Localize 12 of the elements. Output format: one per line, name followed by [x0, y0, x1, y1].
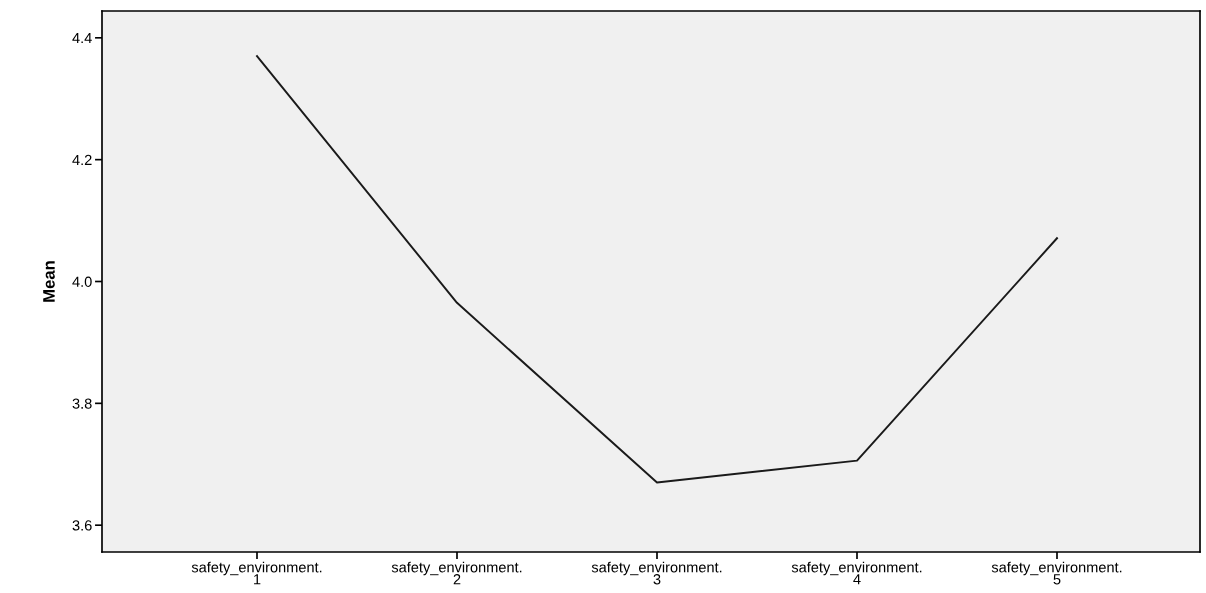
- x-tick-label: safety_environment. 3: [591, 561, 722, 585]
- x-tick-label: safety_environment. 4: [791, 561, 922, 585]
- x-tick-label: safety_environment. 5: [991, 561, 1122, 585]
- y-tick-label: 4.4: [72, 33, 92, 44]
- y-tick-label: 3.6: [72, 520, 92, 531]
- y-tick-label: 4.2: [72, 154, 92, 165]
- x-tick-label: safety_environment. 1: [191, 561, 322, 585]
- y-axis-title: Mean: [43, 261, 55, 302]
- x-tick-label: safety_environment. 2: [391, 561, 522, 585]
- y-tick-label: 4.0: [72, 276, 92, 287]
- y-tick-label: 3.8: [72, 398, 92, 409]
- line-series: [256, 55, 1058, 484]
